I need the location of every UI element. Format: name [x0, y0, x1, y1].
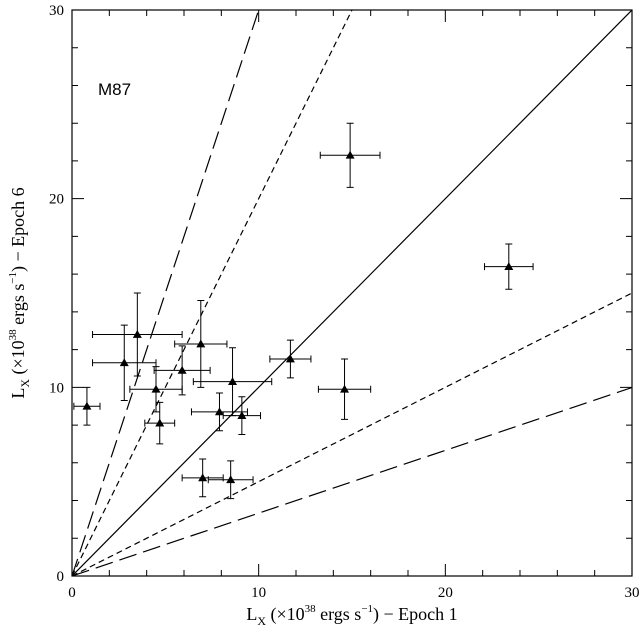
data-point-2	[132, 330, 142, 338]
data-point-5	[177, 365, 187, 374]
x-tick-label-20: 20	[438, 585, 453, 601]
data-point-9	[237, 411, 247, 420]
x-axis-label: LX (×1038 ergs s−1) − Epoch 1	[246, 603, 457, 628]
data-point-7	[214, 407, 224, 416]
y-tick-label-30: 30	[49, 3, 64, 19]
plot-frame	[71, 9, 633, 577]
data-point-13	[340, 384, 350, 393]
data-points	[82, 150, 514, 484]
data-point-0	[82, 401, 92, 410]
reference-line-4	[72, 386, 632, 576]
y-tick-label-20: 20	[49, 192, 64, 208]
data-point-12	[285, 354, 295, 363]
reference-lines	[72, 10, 632, 576]
y-tick-label-10: 10	[49, 380, 64, 396]
y-axis-label: LX (×1038 ergs s−1) − Epoch 6	[7, 187, 32, 398]
axis-ticks	[71, 9, 633, 577]
tick-labels: 0 10 20 30 0 10 20 30	[49, 3, 640, 601]
data-point-4	[155, 418, 165, 427]
data-point-15	[504, 262, 514, 270]
chart-annotation: M87	[98, 80, 131, 99]
x-tick-label-30: 30	[625, 585, 640, 601]
reference-line-1	[72, 10, 353, 576]
data-point-10	[198, 473, 208, 482]
data-point-8	[228, 377, 238, 386]
data-point-6	[196, 339, 206, 348]
reference-line-0	[72, 10, 632, 576]
x-tick-label-0: 0	[68, 585, 76, 601]
tick-marks	[71, 9, 633, 577]
data-point-11	[226, 475, 236, 484]
data-point-1	[119, 358, 129, 367]
data-point-14	[345, 150, 355, 159]
y-tick-label-0: 0	[57, 569, 65, 585]
reference-line-2	[72, 292, 632, 576]
data-point-3	[151, 384, 161, 393]
x-tick-label-10: 10	[251, 585, 266, 601]
